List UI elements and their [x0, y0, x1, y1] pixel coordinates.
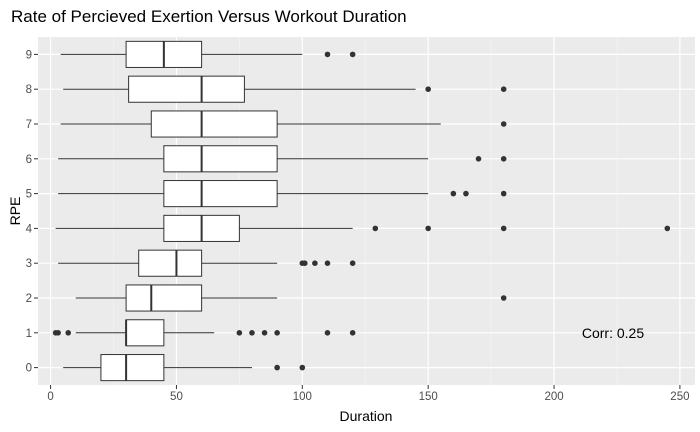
box-marks — [52, 40, 671, 382]
outlier-point — [500, 86, 507, 92]
outlier-point — [664, 225, 671, 232]
y-tick-label: 6 — [26, 154, 32, 166]
outlier-point — [500, 156, 507, 162]
outlier-point — [299, 364, 306, 371]
iqr-box — [125, 319, 165, 347]
y-tick-label: 8 — [26, 84, 32, 96]
correlation-annotation: Corr: 0.25 — [582, 325, 644, 341]
y-tick-label: 1 — [26, 328, 32, 340]
iqr-box — [125, 284, 203, 312]
iqr-box — [100, 354, 165, 382]
iqr-box — [138, 249, 203, 277]
outlier-point — [500, 121, 507, 127]
outlier-point — [500, 190, 507, 197]
outlier-point — [65, 330, 72, 336]
outlier-point — [249, 330, 255, 336]
box-rpe-9 — [60, 40, 356, 68]
box-rpe-1 — [52, 319, 356, 347]
y-tick-label: 4 — [26, 223, 33, 235]
outlier-point — [324, 330, 331, 336]
outlier-point — [425, 86, 431, 92]
box-rpe-5 — [58, 180, 507, 208]
outlier-point — [372, 225, 379, 232]
outlier-point — [500, 225, 507, 232]
y-axis-title: RPE — [7, 197, 23, 226]
outlier-point — [324, 260, 331, 267]
box-rpe-2 — [75, 284, 507, 312]
iqr-box — [163, 180, 278, 208]
chart-title: Rate of Percieved Exertion Versus Workou… — [11, 7, 407, 26]
iqr-box — [150, 110, 278, 138]
outlier-point — [274, 364, 280, 371]
y-tick-label: 9 — [26, 49, 32, 61]
iqr-box — [163, 145, 278, 173]
box-rpe-6 — [58, 145, 507, 173]
x-tick-label: 50 — [170, 391, 183, 403]
outlier-point — [450, 190, 457, 197]
grid-lines — [38, 37, 695, 385]
x-tick-label: 100 — [293, 391, 312, 403]
x-tick-label: 200 — [544, 391, 563, 403]
outlier-point — [463, 190, 469, 197]
axis-ticks: 0 1 2 3 4 5 6 7 8 9 0 50 100 150 200 250 — [26, 49, 690, 403]
outlier-point — [500, 295, 507, 301]
outlier-point — [55, 330, 61, 336]
outlier-point — [349, 330, 356, 336]
x-tick-label: 0 — [47, 391, 53, 403]
box-rpe-0 — [63, 354, 306, 382]
outlier-point — [349, 260, 356, 267]
box-rpe-4 — [55, 214, 671, 242]
outlier-point — [475, 156, 482, 162]
outlier-point — [261, 330, 268, 336]
x-axis-title: Duration — [340, 408, 393, 424]
box-rpe-8 — [63, 75, 507, 103]
x-tick-label: 150 — [419, 391, 438, 403]
outlier-point — [274, 330, 280, 336]
y-tick-label: 5 — [26, 189, 32, 201]
outlier-point — [236, 330, 243, 336]
box-rpe-7 — [60, 110, 507, 138]
outlier-point — [425, 225, 431, 232]
y-tick-label: 0 — [26, 363, 32, 375]
y-tick-label: 7 — [26, 119, 32, 131]
outlier-point — [349, 51, 356, 58]
box-rpe-3 — [58, 249, 356, 277]
y-tick-label: 3 — [26, 258, 32, 270]
outlier-point — [312, 260, 318, 267]
x-tick-label: 250 — [670, 391, 689, 403]
iqr-box — [128, 75, 245, 103]
y-tick-label: 2 — [26, 293, 32, 305]
outlier-point — [302, 260, 308, 267]
outlier-point — [324, 51, 331, 58]
